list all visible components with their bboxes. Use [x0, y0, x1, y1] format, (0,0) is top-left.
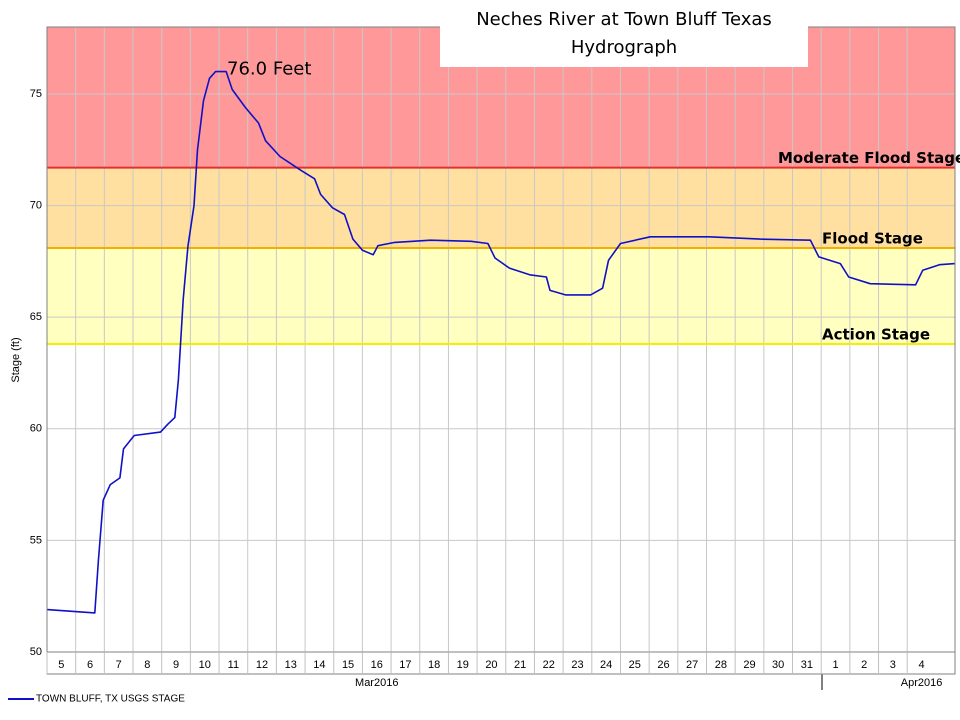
x-tick-label: 27	[686, 659, 698, 671]
stage-lines: Moderate Flood Stage Flood Stage Action St…	[47, 149, 960, 345]
y-tick-label: 75	[30, 88, 42, 100]
chart-title: Neches River at Town Bluff Texas	[476, 9, 772, 30]
month-label: Apr2016	[901, 677, 943, 689]
x-tick-label: 25	[629, 659, 641, 671]
x-tick-label: 21	[514, 659, 526, 671]
x-tick-label: 4	[918, 659, 924, 671]
x-tick-label: 26	[657, 659, 669, 671]
x-tick-label: 14	[313, 659, 325, 671]
x-tick-label: 12	[256, 659, 268, 671]
x-tick-label: 29	[743, 659, 755, 671]
x-tick-label: 7	[116, 659, 122, 671]
month-label: Mar2016	[355, 677, 398, 689]
x-tick-label: 31	[801, 659, 813, 671]
x-tick-label: 13	[285, 659, 297, 671]
x-tick-label: 3	[890, 659, 896, 671]
legend-label: TOWN BLUFF, TX USGS STAGE	[36, 694, 185, 705]
x-tick-label: 16	[371, 659, 383, 671]
x-tick-label: 17	[399, 659, 411, 671]
x-tick-label: 8	[144, 659, 150, 671]
y-tick-label: 70	[30, 199, 42, 211]
x-tick-label: 20	[485, 659, 497, 671]
x-tick-label: 18	[428, 659, 440, 671]
x-tick-label: 22	[543, 659, 555, 671]
x-tick-label: 19	[457, 659, 469, 671]
x-tick-label: 6	[87, 659, 93, 671]
y-tick-label: 55	[30, 534, 42, 546]
series-line	[46, 70, 956, 614]
stage-label: Moderate Flood Stage	[778, 149, 960, 167]
chart-subtitle: Hydrograph	[571, 37, 677, 58]
stage-band	[47, 247, 955, 344]
x-tick-label: 24	[600, 659, 612, 671]
x-tick-label: 28	[715, 659, 727, 671]
y-axis-label: Stage (ft)	[10, 337, 22, 382]
title-box	[440, 0, 808, 67]
plot	[46, 70, 956, 614]
annotation: 76.0 Feet	[227, 59, 311, 80]
x-tick-label: 1	[832, 659, 838, 671]
stage-band	[47, 167, 955, 248]
stage-label: Flood Stage	[822, 229, 923, 247]
x-tick-label: 5	[58, 659, 64, 671]
x-tick-label: 10	[199, 659, 211, 671]
x-tick-label: 15	[342, 659, 354, 671]
x-tick-label: 23	[571, 659, 583, 671]
stage-label: Action Stage	[822, 325, 930, 343]
y-tick-label: 60	[30, 423, 42, 435]
x-tick-label: 2	[861, 659, 867, 671]
x-tick-label: 30	[772, 659, 784, 671]
x-tick-label: 9	[173, 659, 179, 671]
x-tick-label: 11	[228, 659, 239, 671]
y-tick-label: 50	[30, 646, 42, 658]
y-tick-label: 65	[30, 311, 42, 323]
